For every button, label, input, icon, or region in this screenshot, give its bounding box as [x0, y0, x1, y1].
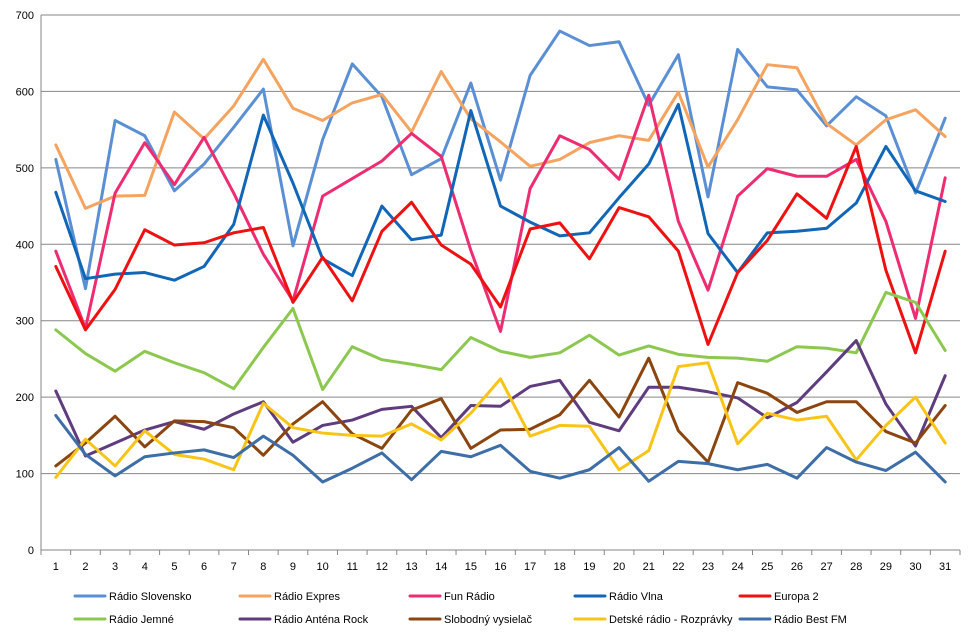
series-line — [54, 144, 947, 355]
series-line — [54, 356, 947, 468]
y-tick-label: 600 — [16, 86, 34, 98]
x-tick-label: 29 — [880, 561, 892, 573]
x-tick-label: 3 — [112, 561, 118, 573]
series-line — [54, 413, 947, 484]
y-tick-label: 400 — [16, 239, 34, 251]
legend: Rádio Slovensko Rádio Expres Fun Rádio Rádi… — [73, 591, 847, 626]
x-tick-label: 10 — [317, 561, 329, 573]
legend-label: Rádio Expres — [274, 591, 341, 603]
x-tick-label: 27 — [820, 561, 832, 573]
y-tick-label: 700 — [16, 10, 34, 22]
x-tick-label: 22 — [672, 561, 684, 573]
y-tick-label: 100 — [16, 469, 34, 481]
x-tick-label: 19 — [583, 561, 595, 573]
series-lines — [54, 29, 947, 484]
x-tick-label: 8 — [260, 561, 266, 573]
y-tick-label: 0 — [28, 545, 34, 557]
x-tick-label: 5 — [171, 561, 177, 573]
legend-label: Rádio Anténa Rock — [274, 614, 369, 626]
series-line — [54, 361, 947, 479]
x-tick-label: 17 — [524, 561, 536, 573]
x-tick-label: 18 — [554, 561, 566, 573]
series-line — [54, 290, 947, 391]
x-tick-label: 23 — [702, 561, 714, 573]
x-tick-label: 24 — [732, 561, 744, 573]
x-tick-label: 15 — [465, 561, 477, 573]
legend-label: Slobodný vysielač — [444, 614, 533, 626]
series-line — [54, 102, 947, 282]
x-tick-label: 2 — [82, 561, 88, 573]
legend-label: Rádio Best FM — [774, 614, 847, 626]
x-tick-label: 7 — [231, 561, 237, 573]
legend-label: Fun Rádio — [444, 591, 495, 603]
series-line — [54, 93, 947, 333]
x-tick-label: 20 — [613, 561, 625, 573]
x-tick-label: 11 — [347, 561, 358, 573]
x-tick-label: 9 — [290, 561, 296, 573]
x-tick-label: 1 — [53, 561, 59, 573]
legend-label: Europa 2 — [774, 591, 819, 603]
x-tick-label: 30 — [909, 561, 921, 573]
series-line — [54, 29, 947, 291]
x-tick-label: 12 — [376, 561, 388, 573]
legend-label: Detské rádio - Rozprávky — [609, 614, 733, 626]
x-tick-label: 4 — [142, 561, 148, 573]
x-tick-label: 26 — [791, 561, 803, 573]
x-tick-label: 6 — [201, 561, 207, 573]
x-tick-label: 14 — [435, 561, 447, 573]
series-line — [54, 57, 947, 210]
legend-label: Rádio Vlna — [609, 591, 664, 603]
legend-label: Rádio Jemné — [109, 614, 174, 626]
x-tick-label: 31 — [939, 561, 951, 573]
x-tick-label: 25 — [761, 561, 773, 573]
x-tick-label: 21 — [643, 561, 655, 573]
y-tick-label: 500 — [16, 163, 34, 175]
y-tick-label: 200 — [16, 392, 34, 404]
legend-label: Rádio Slovensko — [109, 591, 192, 603]
x-tick-label: 16 — [494, 561, 506, 573]
x-tick-label: 13 — [405, 561, 417, 573]
series-line — [54, 339, 947, 458]
y-tick-label: 300 — [16, 316, 34, 328]
x-tick-label: 28 — [850, 561, 862, 573]
